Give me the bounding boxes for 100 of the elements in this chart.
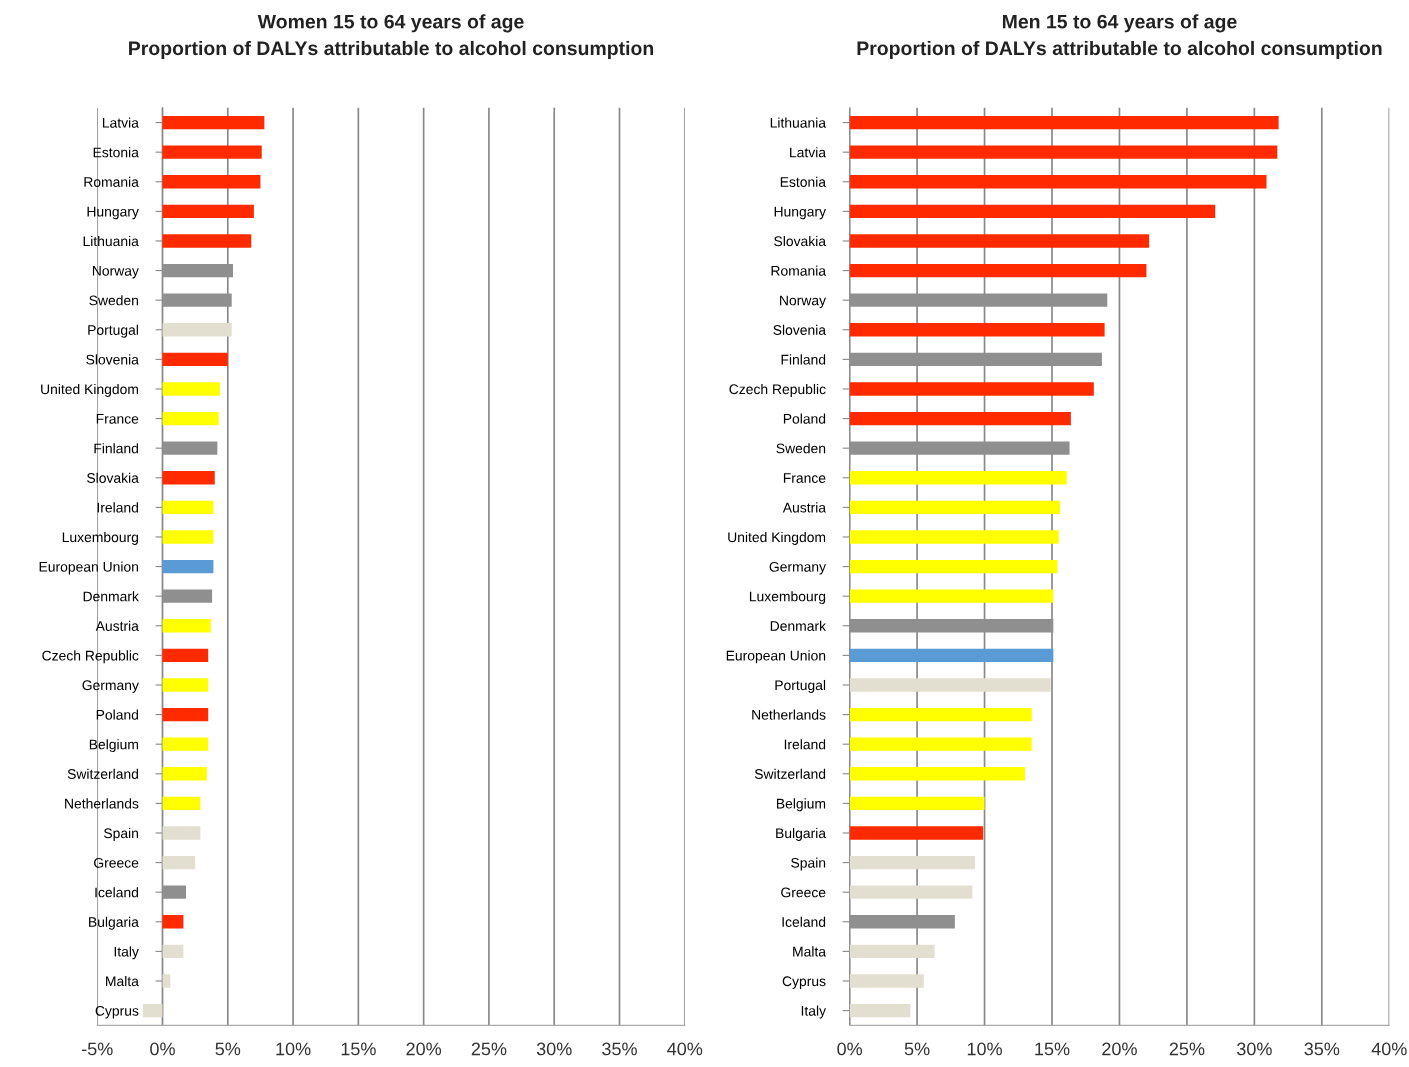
y-tick-label: Bulgaria [89,916,139,930]
y-tick-label: Lithuania [770,117,827,128]
bar [849,707,1032,722]
bar [849,885,973,899]
x-tick-label: 35% [602,1042,637,1056]
bar [162,974,171,988]
y-tick-label: Ireland [784,739,826,750]
y-tick-label: Lithuania [83,235,139,247]
y-tick-label: Ireland [97,502,138,513]
bar [849,411,1071,426]
bar [162,648,209,663]
bar [162,352,228,367]
y-tick-label: Malta [106,975,139,987]
bar [162,855,196,870]
y-tick-label: Spain [791,857,826,871]
bar [162,530,214,544]
y-tick-label: Iceland [95,887,138,898]
x-tick-label: -5% [81,1042,113,1056]
y-tick-label: Finland [94,443,138,454]
x-tick-label: 10% [967,1042,1002,1056]
bar [142,1003,163,1018]
bar [849,589,1054,603]
bar [162,796,201,811]
y-tick-label: Switzerland [67,768,138,779]
x-tick-label: 15% [1035,1042,1070,1056]
y-tick-label: Switzerland [754,768,826,779]
y-tick-label: Hungary [774,206,826,220]
y-tick-label: United Kingdom [728,531,826,545]
y-tick-label: Malta [793,946,827,957]
y-tick-label: Latvia [102,117,139,128]
y-tick-label: Austria [95,620,139,631]
y-tick-label: Estonia [93,147,139,158]
bar [849,530,1059,544]
bar [162,411,219,426]
y-tick-label: Slovakia [87,472,139,483]
y-tick-label: Italy [114,946,139,960]
x-tick-label: 30% [536,1042,572,1056]
y-tick-label: Iceland [782,916,826,927]
bar [162,471,215,485]
y-tick-label: United Kingdom [41,383,138,397]
x-tick-label: 35% [1304,1042,1340,1056]
y-tick-label: Romania [771,265,827,276]
y-tick-label: Netherlands [65,798,139,809]
y-tick-label: Hungary [87,206,139,220]
y-tick-label: Finland [781,354,826,365]
x-tick-label: 20% [1102,1042,1137,1056]
y-tick-label: Portugal [88,324,138,338]
bar [849,500,1061,515]
x-tick-label: 15% [341,1042,376,1056]
x-tick-label: 40% [667,1042,703,1056]
y-tick-label: Greece [94,857,139,868]
y-tick-label: European Union [726,650,826,664]
y-tick-label: Greece [781,887,826,898]
y-tick-label: Slovenia [773,324,827,335]
y-tick-label: Cyprus [782,976,826,989]
bar [849,944,935,959]
x-tick-label: 20% [406,1042,442,1056]
x-tick-label: 40% [1371,1042,1407,1056]
y-tick-label: Cyprus [95,1005,139,1019]
bar [162,944,184,959]
bar [849,826,984,840]
bar [849,796,985,811]
y-tick-label: Norway [92,266,139,279]
bar [162,115,265,130]
bar [162,500,214,515]
y-tick-label: Italy [801,1005,826,1019]
bar [162,767,207,781]
y-tick-label: Czech Republic [729,383,826,397]
y-tick-label: Luxembourg [749,591,826,605]
bar [849,263,1147,278]
bar [162,737,209,751]
y-tick-label: Belgium [776,798,826,812]
y-tick-label: Denmark [770,620,827,631]
y-tick-label: Germany [82,680,139,693]
y-tick-label: Austria [782,502,827,513]
bar [849,204,1216,219]
x-tick-label: 0% [150,1042,175,1056]
y-tick-label: Germany [769,561,826,575]
chart-title: Men 15 to 64 years of age Proportion of DALYs attributable to alcohol consumption [857,14,1382,60]
bar [849,145,1278,159]
x-tick-label: 10% [276,1042,311,1056]
bar [162,145,262,159]
y-tick-label: Estonia [780,176,827,187]
y-tick-label: Czech Republic [42,650,139,664]
y-tick-label: Portugal [775,679,826,693]
bar [162,204,254,219]
x-tick-label: 30% [1236,1042,1272,1056]
bar [162,175,261,189]
x-tick-label: 5% [215,1042,241,1056]
x-tick-label: 0% [837,1042,863,1056]
bar [162,382,220,396]
bar [849,382,1094,396]
bar [162,915,184,929]
bar [162,678,209,692]
y-tick-label: France [96,414,139,424]
bar [849,737,1032,751]
bar [849,115,1279,130]
y-tick-label: Spain [104,827,138,841]
bar [849,471,1067,485]
bar [849,234,1150,248]
